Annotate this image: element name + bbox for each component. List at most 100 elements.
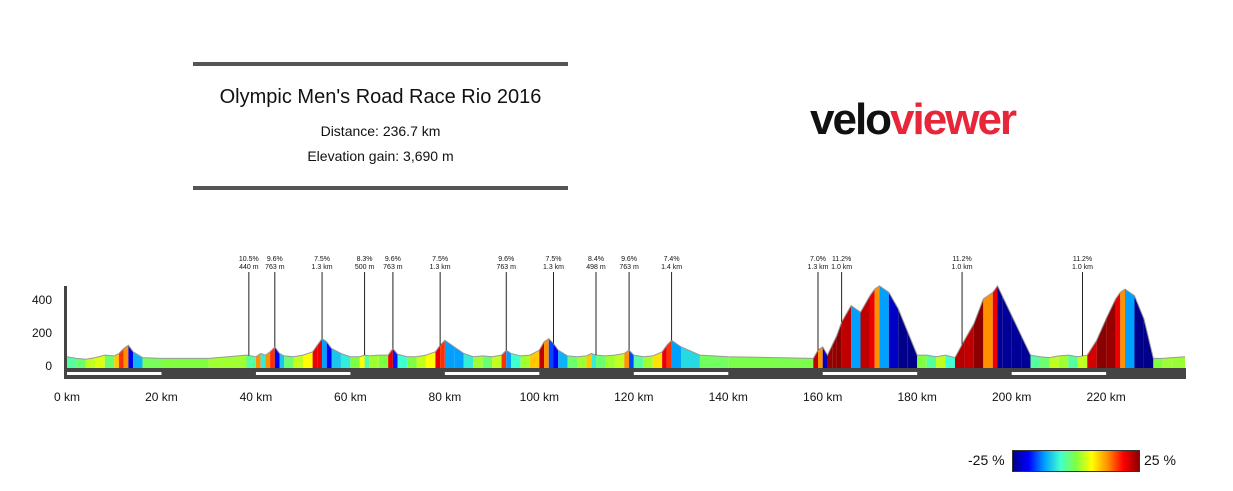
profile-segment [128, 345, 134, 372]
profile-segment [544, 338, 549, 372]
profile-segment [553, 343, 559, 372]
profile-segment [440, 340, 445, 372]
profile-segment [133, 351, 143, 372]
profile-segment [350, 356, 360, 372]
climb-length-label: 1.3 km [807, 264, 828, 271]
profile-segment [407, 356, 417, 372]
profile-segment [260, 353, 266, 372]
profile-segment [1077, 355, 1088, 372]
profile-segment [312, 345, 318, 372]
profile-segment [416, 355, 426, 372]
profile-segment [529, 350, 540, 372]
profile-segment [888, 292, 899, 372]
climb-gradient-label: 8.3% [357, 256, 373, 263]
profile-segment [208, 355, 247, 372]
profile-segment [666, 340, 672, 372]
profile-segment [1068, 355, 1078, 372]
profile-segment [586, 353, 592, 372]
climb-length-label: 1.3 km [312, 264, 333, 271]
climb-gradient-label: 9.6% [267, 256, 283, 263]
profile-segment [1021, 335, 1031, 372]
distance-bar-stripe [444, 372, 540, 375]
profile-segment [123, 345, 129, 372]
profile-segment [317, 338, 323, 372]
legend-color-bar [1012, 450, 1140, 472]
profile-segment [827, 345, 833, 372]
profile-segment [926, 355, 937, 372]
profile-segment [836, 322, 842, 372]
profile-segment [874, 285, 880, 372]
title-box: Olympic Men's Road Race Rio 2016 Distanc… [193, 62, 568, 190]
profile-segment [983, 292, 993, 372]
profile-segment [1039, 356, 1050, 372]
climb-gradient-label: 7.0% [810, 256, 826, 263]
profile-segment [813, 350, 819, 372]
profile-segment [629, 350, 634, 372]
climb-gradient-label: 8.4% [588, 256, 604, 263]
logo-velo: velo [810, 95, 892, 144]
profile-segment [118, 348, 124, 372]
x-tick-label: 120 km [614, 390, 653, 404]
profile-segment [293, 355, 304, 372]
profile-segment [1058, 355, 1069, 372]
distance-bar [64, 368, 1186, 379]
x-tick-label: 40 km [240, 390, 273, 404]
profile-segment [954, 340, 965, 372]
profile-segment [326, 341, 332, 372]
profile-segment [284, 355, 294, 372]
profile-segment [501, 350, 507, 372]
profile-segment [633, 355, 644, 372]
profile-segment [397, 354, 408, 372]
distance-bar-stripe [822, 372, 918, 375]
profile-segment [1030, 355, 1040, 372]
climb-gradient-label: 9.6% [385, 256, 401, 263]
profile-segment [1049, 355, 1059, 372]
profile-segment [869, 289, 875, 372]
title-top-rule [193, 62, 568, 66]
profile-segment [435, 345, 441, 372]
x-tick-label: 160 km [803, 390, 842, 404]
x-tick-label: 140 km [709, 390, 748, 404]
profile-segment [473, 355, 483, 372]
legend-min-label: -25 % [968, 452, 1005, 468]
profile-segment [340, 353, 351, 372]
climb-gradient-label: 11.2% [832, 256, 851, 263]
climb-length-label: 498 m [586, 264, 606, 271]
climb-length-label: 1.0 km [831, 264, 852, 271]
profile-segment [279, 353, 285, 372]
x-tick-label: 0 km [54, 390, 80, 404]
profile-segment [652, 351, 663, 372]
profile-segment [591, 353, 597, 372]
profile-segment [95, 355, 105, 372]
climb-gradient-label: 11.2% [1073, 256, 1092, 263]
distance-bar-stripe [1011, 372, 1107, 375]
profile-segment [251, 355, 256, 372]
profile-segment [255, 353, 261, 372]
climb-gradient-label: 9.6% [621, 256, 637, 263]
profile-segment [539, 341, 545, 372]
profile-segment [614, 353, 625, 372]
profile-segment [392, 348, 398, 372]
profile-segment [728, 356, 776, 372]
distance-text: Distance: 236.7 km [320, 123, 441, 139]
profile-segment [1134, 295, 1144, 372]
profile-segment [482, 355, 493, 372]
climb-length-label: 440 m [239, 264, 259, 271]
x-tick-label: 180 km [898, 390, 937, 404]
profile-segment [699, 355, 729, 372]
profile-segment [945, 355, 955, 372]
profile-segment [1120, 289, 1126, 372]
x-tick-label: 100 km [520, 390, 559, 404]
profile-segment [369, 355, 379, 372]
x-tick-label: 80 km [429, 390, 462, 404]
profile-segment [643, 355, 653, 372]
profile-segment [444, 340, 455, 372]
profile-segment [860, 295, 870, 372]
profile-segment [907, 332, 918, 372]
climb-length-label: 763 m [265, 264, 285, 271]
climb-gradient-label: 7.5% [432, 256, 448, 263]
profile-segment [1143, 318, 1154, 372]
climb-length-label: 1.3 km [430, 264, 451, 271]
profile-segment [662, 345, 667, 372]
profile-segment [425, 351, 436, 372]
